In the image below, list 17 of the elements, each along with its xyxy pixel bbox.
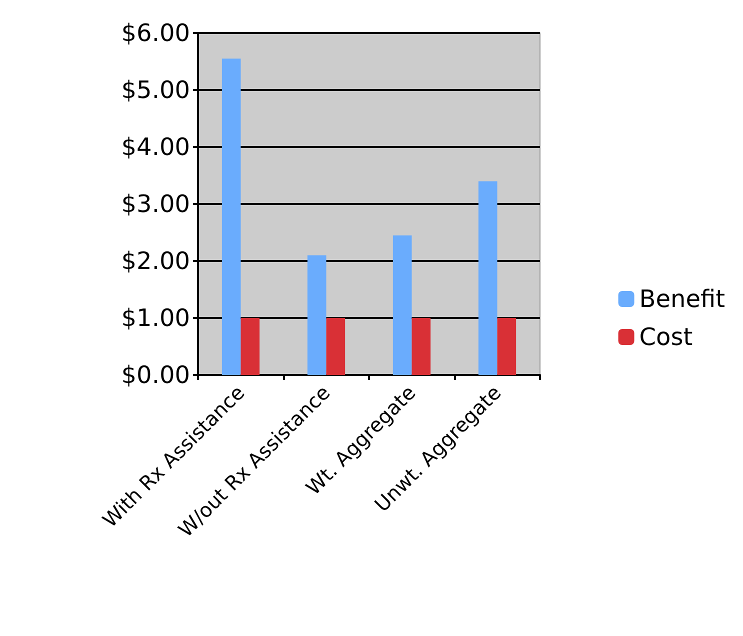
bar [478, 181, 498, 375]
y-tick-label: $4.00 [121, 133, 190, 161]
bar [497, 318, 516, 375]
y-tick-label: $2.00 [121, 247, 190, 275]
legend-label: Benefit [639, 285, 725, 313]
bar [240, 318, 260, 375]
bar [412, 318, 431, 375]
bar [392, 235, 412, 375]
bar [222, 58, 241, 375]
bar [326, 318, 346, 375]
y-tick-label: $6.00 [121, 19, 190, 47]
bar [307, 255, 326, 375]
y-tick-label: $1.00 [121, 304, 190, 332]
legend-label: Cost [639, 323, 693, 351]
y-tick-label: $3.00 [121, 190, 190, 218]
y-tick-label: $0.00 [121, 361, 190, 389]
y-tick-label: $5.00 [121, 76, 190, 104]
